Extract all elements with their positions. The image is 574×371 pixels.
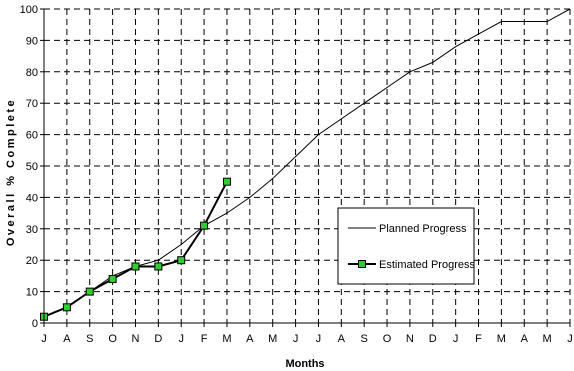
y-tick-label: 30: [26, 224, 38, 236]
axes: 0 10 20 30 40 50 60 70 80 90 100 J A S O N D J F M A M J J A S O N D…: [20, 4, 573, 345]
legend-box: [337, 207, 475, 285]
grid: [44, 8, 571, 323]
x-tick-label: M: [497, 333, 506, 345]
x-tick-label: A: [63, 333, 71, 345]
legend-label: Estimated Progress: [379, 259, 475, 271]
series-layer: [40, 8, 571, 321]
x-tick-label: F: [201, 333, 208, 345]
data-point-marker: [62, 303, 71, 312]
x-tick-label: O: [383, 333, 392, 345]
x-tick-label: O: [108, 333, 117, 345]
x-tick-label: J: [567, 333, 573, 345]
y-axis-title: Overall % Complete: [5, 98, 17, 246]
x-tick-label: N: [406, 333, 414, 345]
x-tick-label: A: [521, 333, 529, 345]
data-point-marker: [177, 256, 186, 265]
y-tick-label: 80: [26, 67, 38, 79]
y-tick-label: 40: [26, 192, 38, 204]
data-point-marker: [200, 221, 209, 230]
x-tick-label: N: [132, 333, 140, 345]
y-tick-label: 0: [32, 318, 38, 330]
data-point-marker: [85, 287, 94, 296]
x-tick-label: J: [178, 333, 184, 345]
y-tick-label: 20: [26, 255, 38, 267]
x-axis-title: Months: [285, 358, 324, 370]
x-tick-label: M: [222, 333, 231, 345]
x-tick-label: J: [453, 333, 459, 345]
y-tick-label: 60: [26, 130, 38, 142]
legend-label: Planned Progress: [379, 223, 467, 235]
x-tick-label: J: [316, 333, 322, 345]
x-tick-label: M: [268, 333, 277, 345]
x-tick-label: J: [293, 333, 299, 345]
x-tick-label: M: [543, 333, 552, 345]
y-tick-label: 100: [20, 4, 38, 16]
y-tick-label: 10: [26, 287, 38, 299]
x-tick-label: A: [246, 333, 254, 345]
x-tick-label: J: [41, 333, 47, 345]
data-point-marker: [222, 177, 231, 186]
y-tick-label: 70: [26, 98, 38, 110]
y-tick-label: 50: [26, 161, 38, 173]
x-tick-label: S: [361, 333, 368, 345]
legend: Planned Progress Estimated Progress: [337, 207, 475, 285]
x-tick-label: A: [338, 333, 346, 345]
data-point-marker: [154, 262, 163, 271]
data-point-marker: [131, 262, 140, 271]
data-point-marker: [108, 275, 117, 284]
series-line-planned-progress: [43, 8, 571, 318]
x-tick-label: D: [154, 333, 162, 345]
x-tick-label: F: [475, 333, 482, 345]
y-tick-label: 90: [26, 35, 38, 47]
x-tick-label: D: [429, 333, 437, 345]
legend-swatch-marker: [358, 260, 366, 268]
x-tick-label: S: [86, 333, 93, 345]
